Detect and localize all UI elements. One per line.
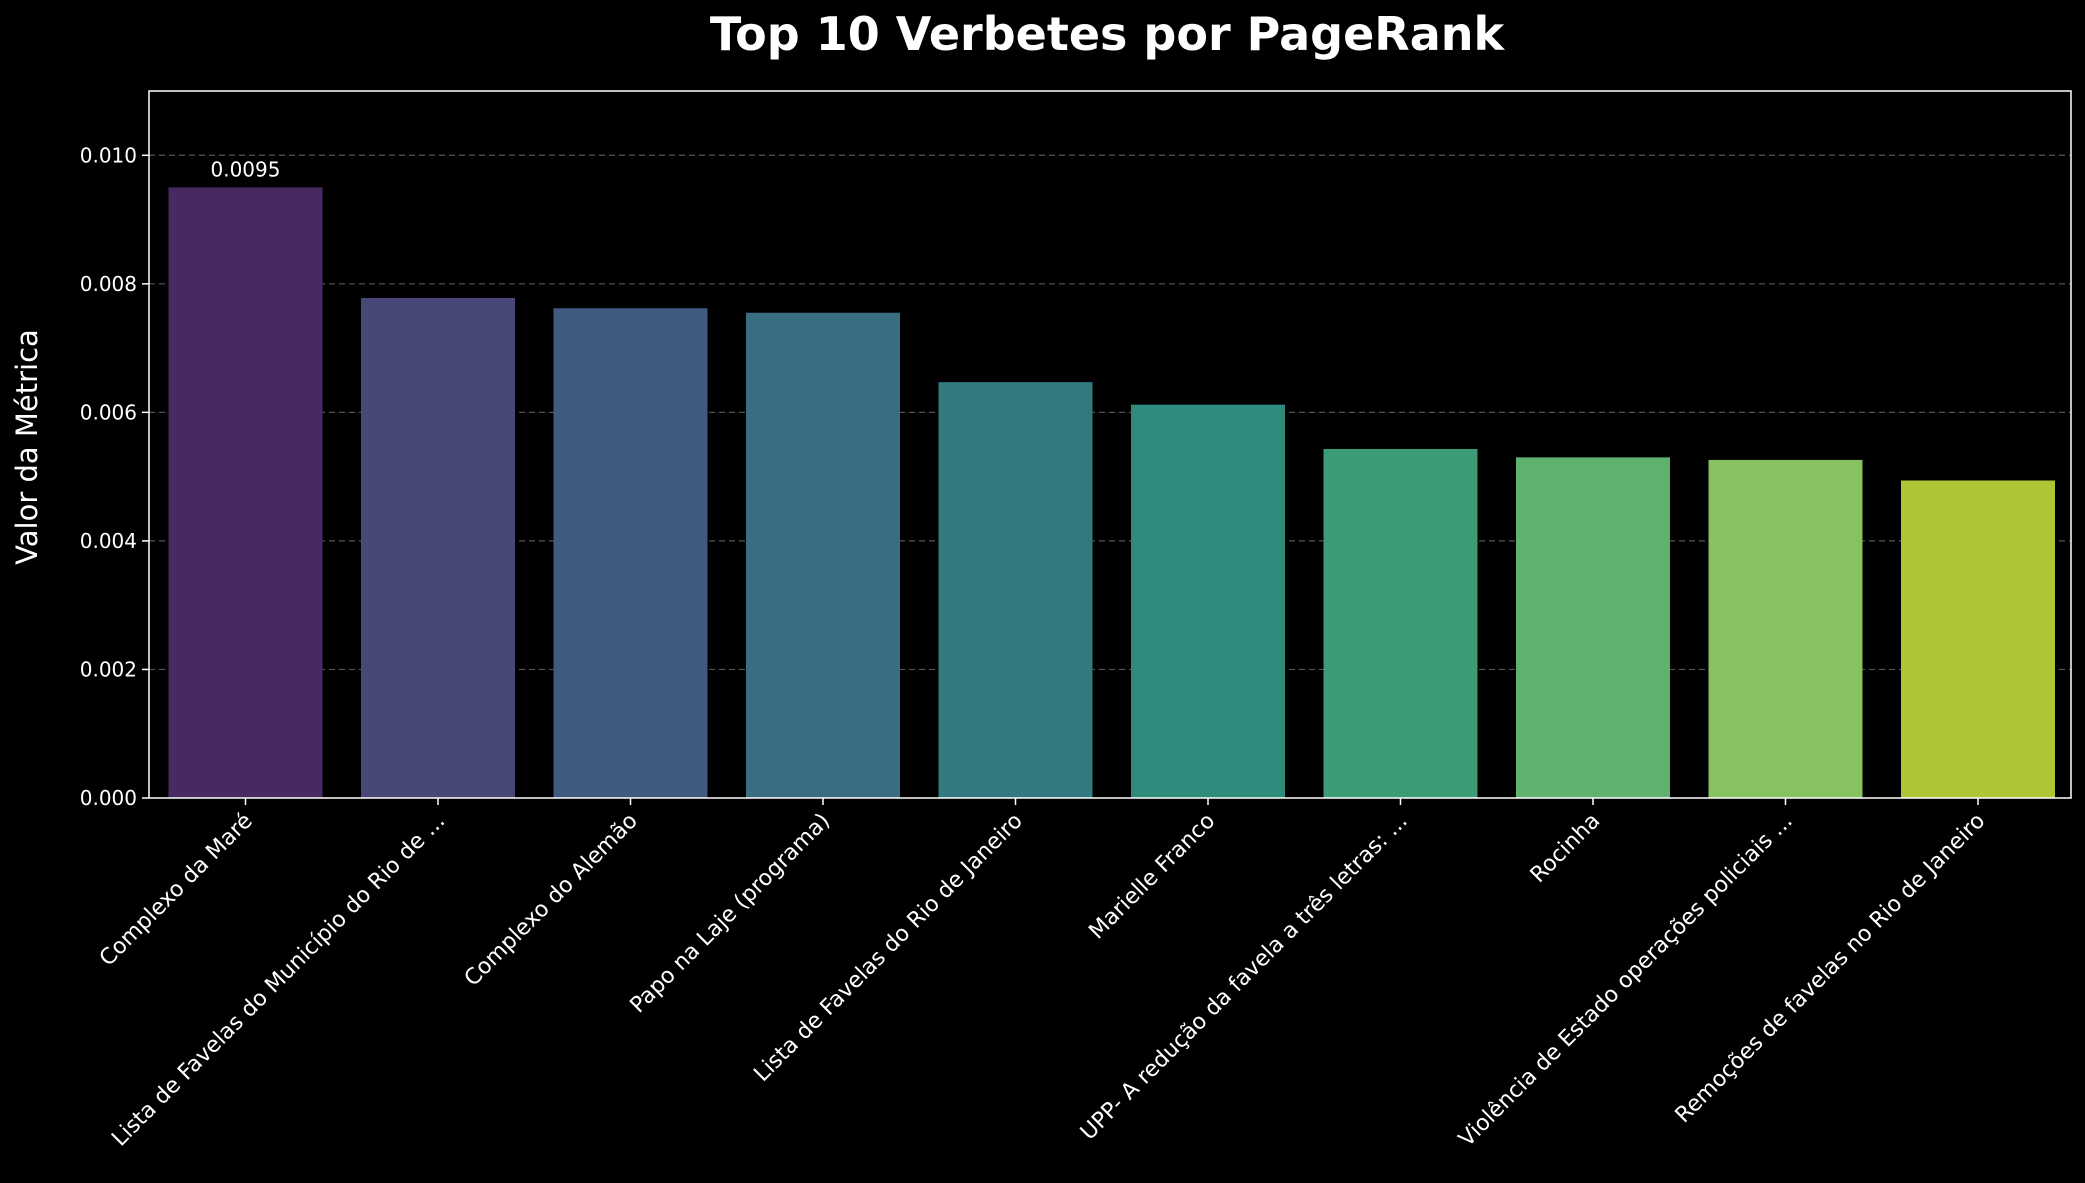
bars bbox=[168, 187, 2055, 799]
bar bbox=[1131, 404, 1285, 798]
bar bbox=[361, 297, 515, 798]
plot-frame bbox=[148, 90, 2072, 799]
data-labels: 0.0095 bbox=[211, 157, 281, 181]
y-tick-label: 0.010 bbox=[80, 143, 137, 167]
bar bbox=[938, 382, 1093, 798]
y-tick-label: 0.000 bbox=[80, 786, 137, 810]
bar bbox=[1708, 459, 1863, 798]
y-axis-ticks: 0.000 0.002 0.004 0.006 0.008 0.010 bbox=[80, 143, 149, 810]
bar bbox=[1516, 457, 1670, 798]
y-tick-label: 0.004 bbox=[80, 529, 137, 553]
data-label: 0.0095 bbox=[211, 157, 281, 181]
bar bbox=[553, 308, 708, 798]
bar bbox=[1323, 448, 1478, 798]
chart-title: Top 10 Verbetes por PageRank bbox=[710, 7, 1506, 61]
bar bbox=[746, 312, 900, 798]
bar bbox=[1901, 480, 2055, 798]
y-tick-label: 0.002 bbox=[80, 657, 137, 681]
bar bbox=[168, 187, 323, 799]
y-tick-label: 0.008 bbox=[80, 272, 137, 296]
y-tick-label: 0.006 bbox=[80, 400, 137, 424]
y-axis-label: Valor da Métrica bbox=[10, 329, 44, 565]
